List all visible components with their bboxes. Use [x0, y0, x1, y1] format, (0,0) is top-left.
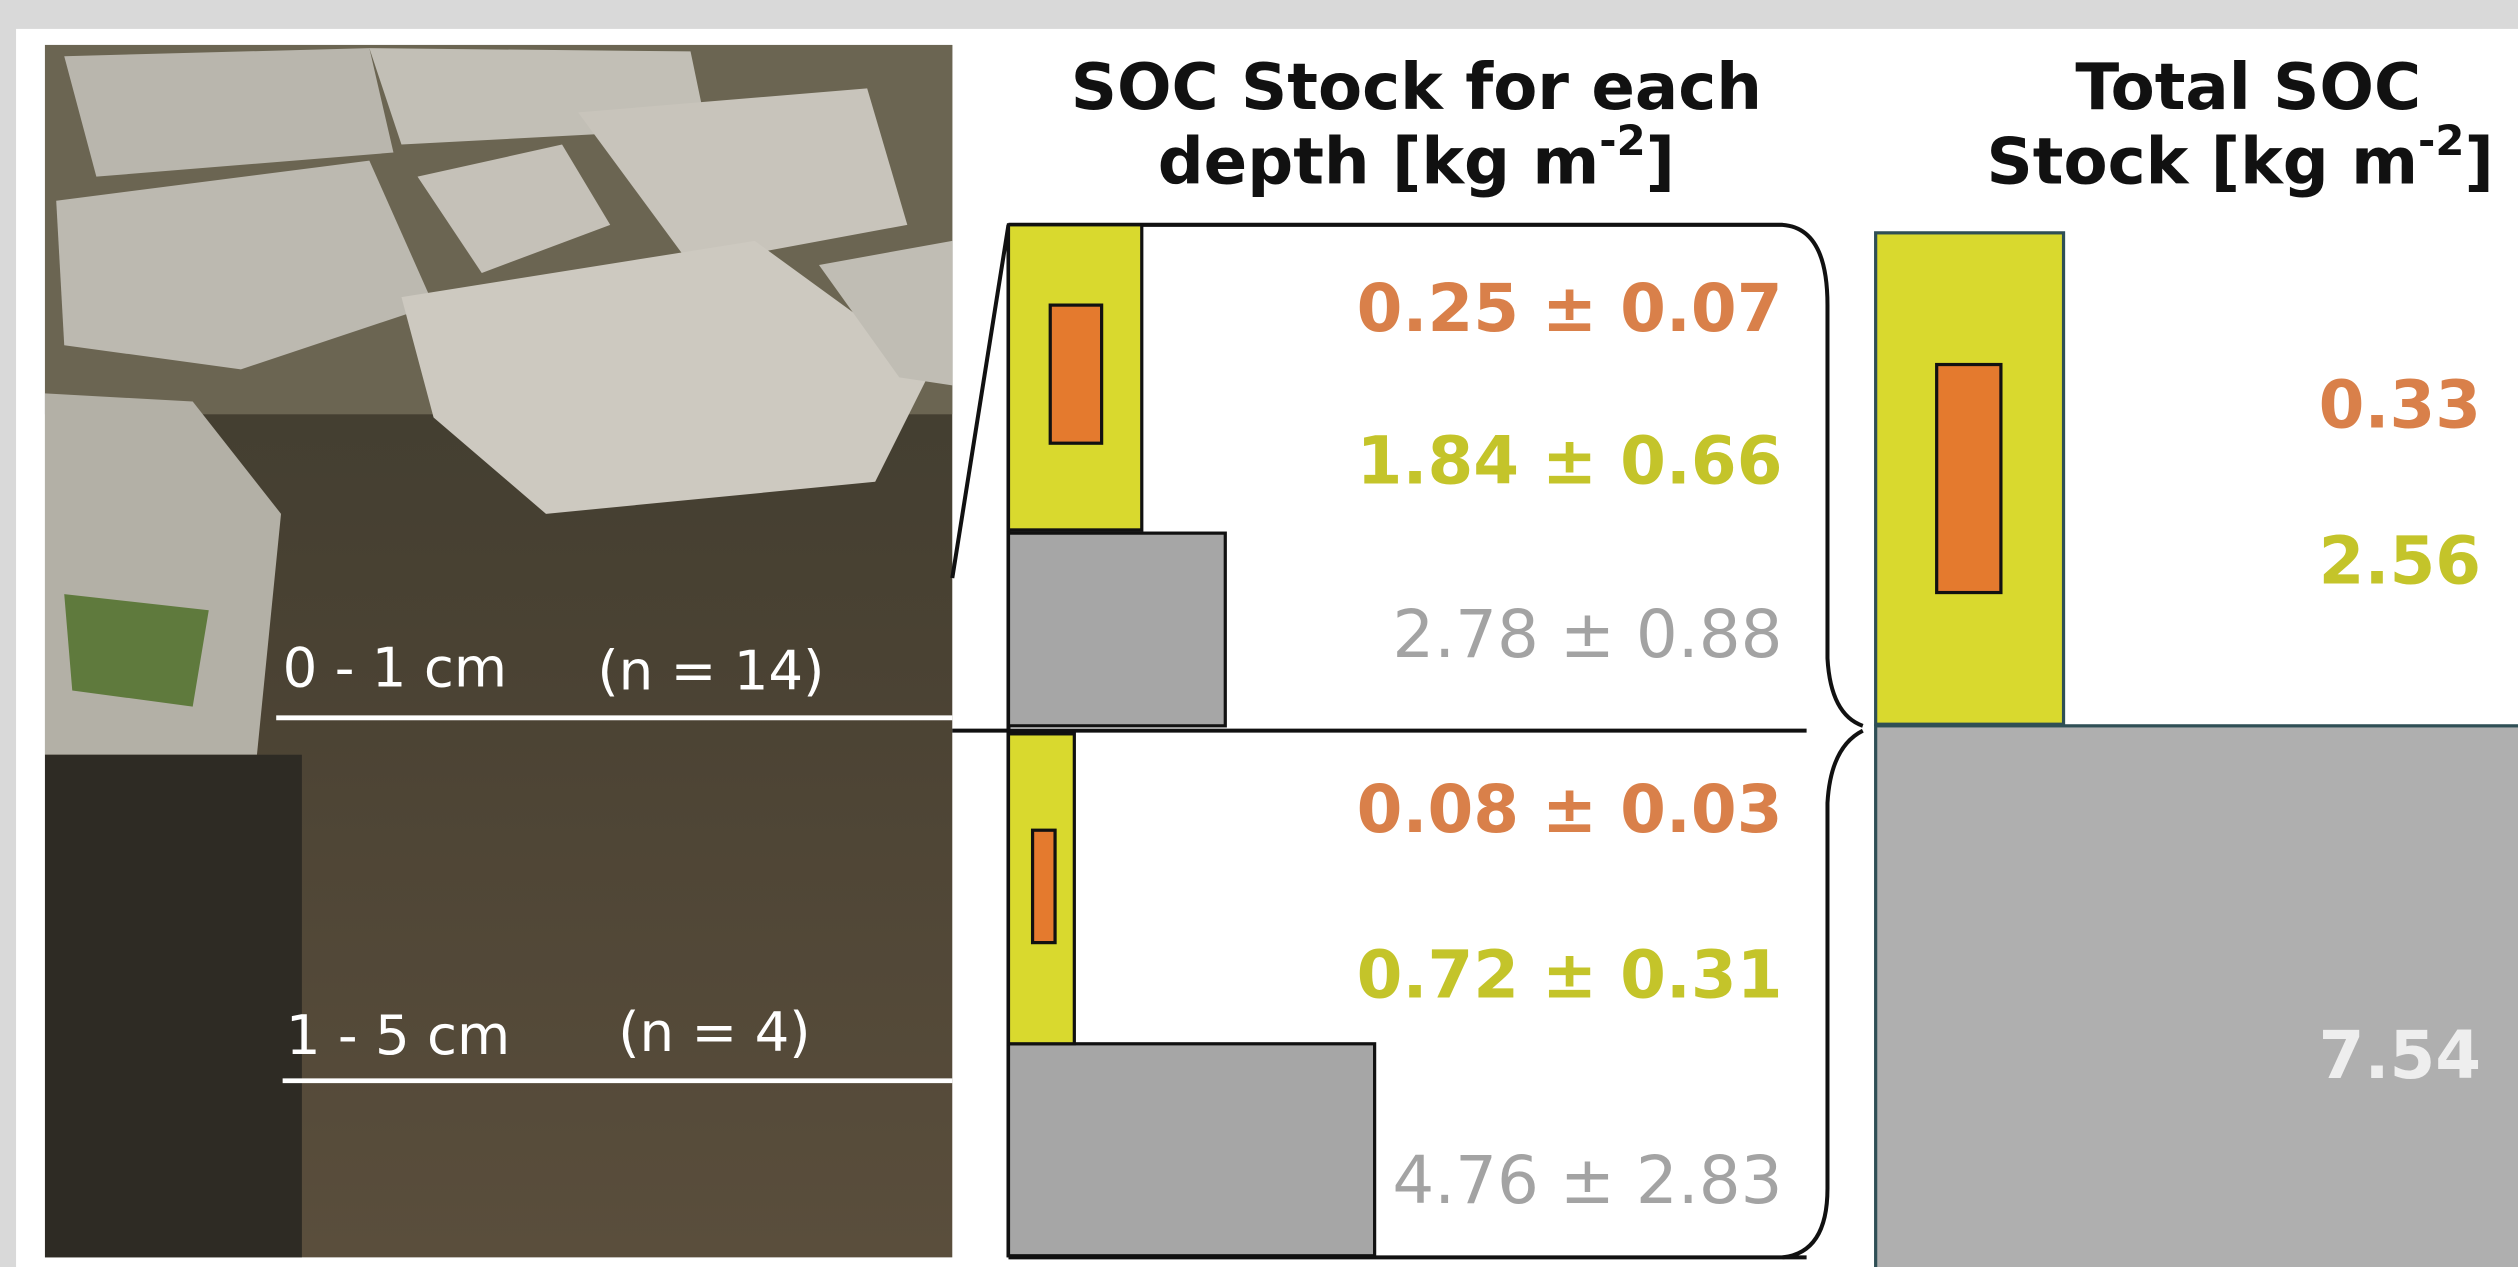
- figure: 0 - 1 cm (n = 14) 1 - 5 cm (n = 4) SOC S…: [0, 0, 2518, 1267]
- orange-box: [1050, 305, 1101, 443]
- sample-count: (n = 14): [597, 639, 824, 703]
- gray-box: [1876, 726, 2518, 1267]
- value: 1.84 ± 0.66: [1357, 423, 1783, 500]
- header: Stock [kg m-2]: [1987, 115, 2494, 199]
- superscript: -2: [2418, 115, 2464, 164]
- value: 0.72 ± 0.31: [1357, 937, 1783, 1014]
- orange-box: [1937, 365, 2001, 593]
- superscript: -2: [1599, 115, 1645, 164]
- sample-count: (n = 4): [618, 1000, 810, 1064]
- header: SOC Stock for each: [1071, 50, 1762, 125]
- total-value: 0.33: [2319, 367, 2481, 444]
- depth-label: 1 - 5 cm: [286, 1003, 510, 1067]
- header: depth [kg m-2]: [1158, 115, 1675, 199]
- value: 0.08 ± 0.03: [1357, 771, 1783, 848]
- header-text: depth [kg m: [1158, 124, 1600, 199]
- header-text: ]: [1646, 124, 1675, 199]
- total-value: 7.54: [2319, 1017, 2481, 1094]
- depth-label: 0 - 1 cm: [283, 635, 507, 699]
- value: 2.78 ± 0.88: [1392, 596, 1782, 673]
- gray-box: [1008, 1044, 1374, 1256]
- value: 0.25 ± 0.07: [1357, 270, 1783, 347]
- page: {"headers":{"depth":{"line1":"SOC Stock …: [0, 0, 2518, 1267]
- orange-box: [1033, 830, 1055, 942]
- header-text: ]: [2464, 124, 2493, 199]
- header-text: Stock [kg m: [1987, 124, 2419, 199]
- gray-box: [1008, 533, 1225, 726]
- value: 4.76 ± 2.83: [1392, 1142, 1782, 1219]
- header: Total SOC: [2075, 50, 2421, 125]
- total-value: 2.56: [2319, 522, 2481, 599]
